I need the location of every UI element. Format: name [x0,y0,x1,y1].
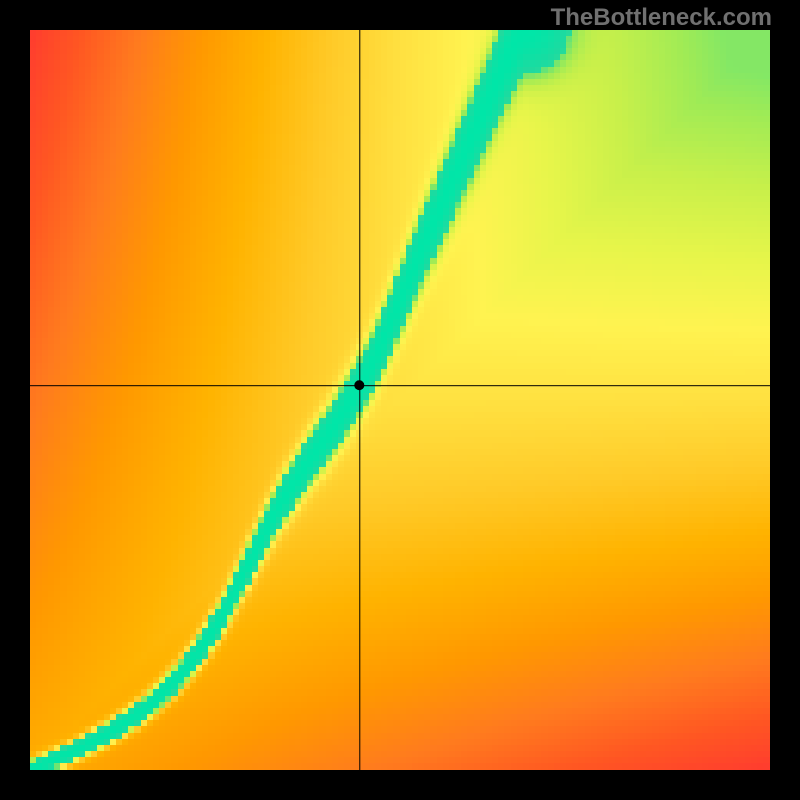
bottleneck-heatmap [30,30,770,770]
chart-container: TheBottleneck.com [0,0,800,800]
watermark-text: TheBottleneck.com [551,4,772,32]
